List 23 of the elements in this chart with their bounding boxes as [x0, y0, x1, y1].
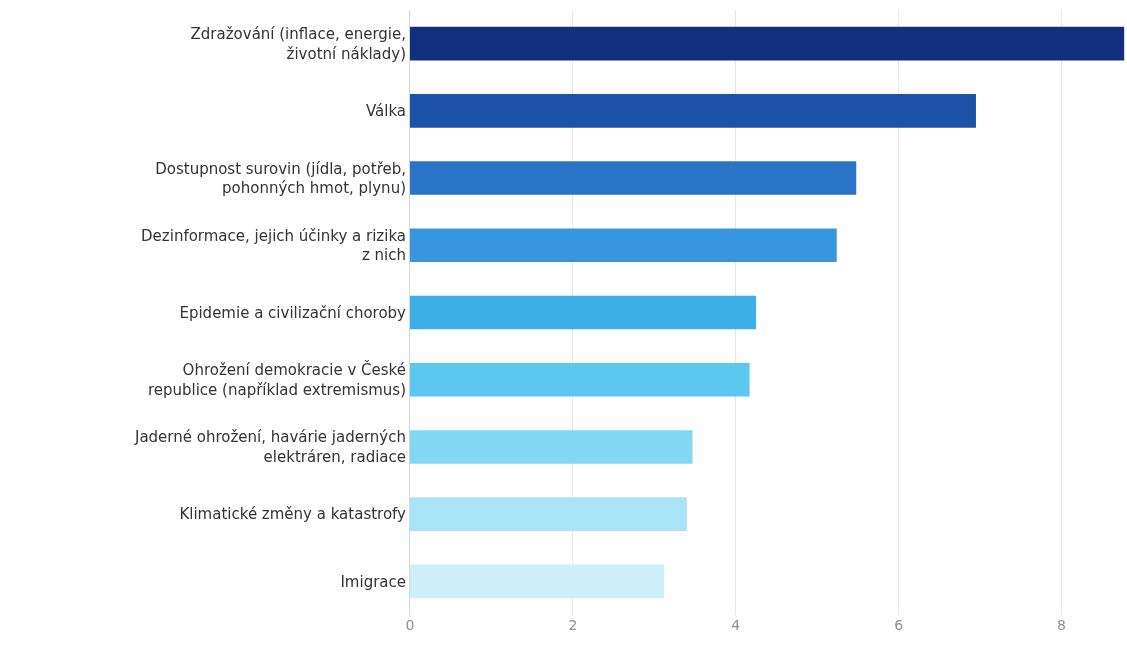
y-tick-label: Epidemie a civilizační choroby: [179, 303, 407, 322]
x-tick-label: 2: [568, 617, 578, 633]
y-tick-label: Klimatické změny a katastrofy: [179, 505, 407, 524]
bar: [410, 26, 1125, 61]
x-tick-label: 6: [894, 617, 904, 633]
x-tick-label: 8: [1057, 617, 1066, 633]
bar: [410, 497, 687, 531]
bar: [410, 362, 750, 397]
x-tick-label: 4: [731, 617, 741, 633]
bar: [410, 94, 976, 128]
y-tick-label: Dostupnost surovin (jídla, potřeb, pohonných hmot, plynu): [155, 159, 406, 198]
bar: [410, 295, 757, 330]
bar: [410, 564, 665, 599]
bar: [410, 430, 693, 464]
y-tick-label: Válka: [365, 102, 406, 121]
y-tick-label: Dezinformace, jejich účinky a rizika z nich: [141, 226, 406, 265]
y-tick-label: Imigrace: [340, 572, 406, 591]
y-tick-label: Zdražování (inflace, energie, životní náklady): [190, 25, 406, 63]
x-tick-label: 0: [405, 617, 415, 633]
y-tick-label: Ohrožení demokracie v České republice (například extremismus): [147, 360, 406, 399]
bar: [410, 161, 857, 195]
bar: [410, 228, 837, 263]
y-tick-label: Jaderné ohrožení, havárie jaderných elektráren, radiace: [133, 428, 406, 466]
